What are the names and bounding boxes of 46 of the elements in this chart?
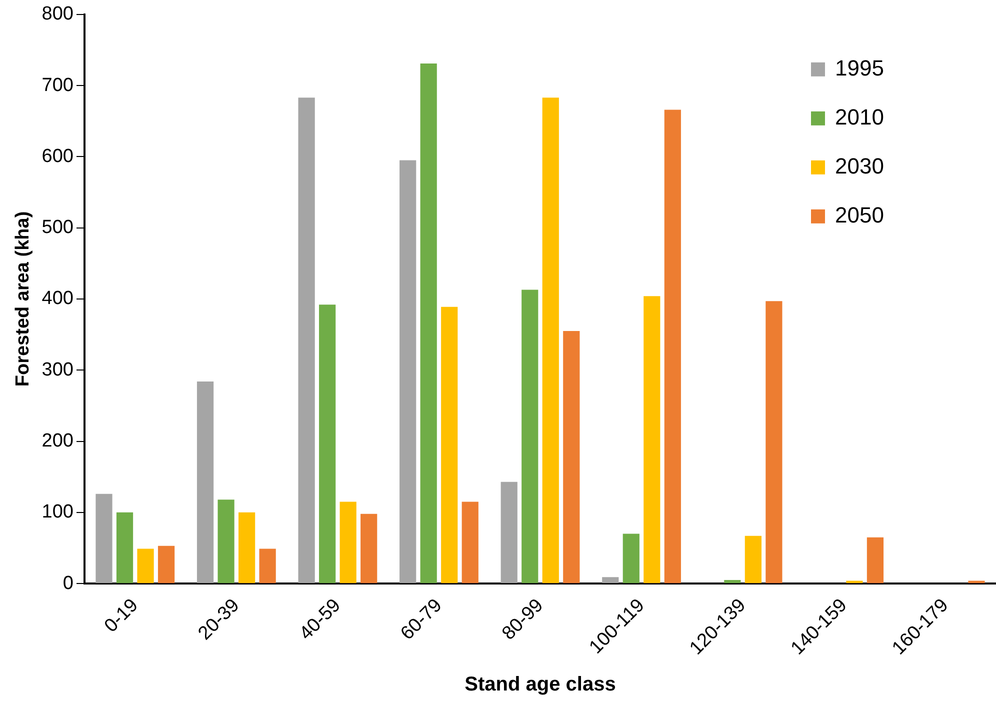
y-tick-label: 0 — [62, 572, 74, 594]
bar — [500, 482, 518, 584]
bar — [724, 580, 741, 584]
legend-label: 2050 — [835, 202, 884, 228]
x-axis-title: Stand age class — [464, 674, 616, 696]
bar — [522, 290, 538, 584]
bar — [866, 537, 884, 584]
bar — [360, 514, 378, 584]
y-tick-label: 100 — [42, 502, 74, 523]
bar — [238, 512, 256, 584]
bar — [542, 98, 559, 584]
y-tick-label: 700 — [42, 74, 74, 96]
bar — [622, 534, 640, 584]
bar — [563, 331, 580, 584]
y-tick-label: 600 — [42, 146, 74, 167]
y-tick-label: 400 — [42, 288, 74, 310]
bar — [766, 301, 782, 584]
bar — [340, 502, 356, 584]
bar — [462, 502, 478, 584]
bar — [319, 304, 336, 584]
bar — [664, 110, 681, 584]
y-tick-label: 500 — [42, 217, 74, 238]
bar — [846, 580, 863, 584]
bar — [218, 500, 234, 584]
bar — [137, 548, 154, 584]
bar — [298, 98, 315, 584]
bar — [158, 546, 175, 584]
bar — [744, 536, 762, 584]
bar — [420, 63, 437, 584]
bar — [441, 306, 458, 584]
legend-label: 2030 — [835, 153, 884, 178]
legend-label: 2010 — [835, 104, 884, 130]
bar — [196, 382, 214, 584]
bar — [400, 160, 416, 584]
y-axis-title: Forested area (kha) — [12, 211, 34, 387]
x-tick-label: 0-19 — [100, 595, 142, 637]
y-tick-label: 800 — [42, 4, 74, 25]
bar — [602, 577, 619, 584]
bar — [259, 548, 276, 584]
bar — [968, 580, 985, 584]
bar — [96, 494, 112, 584]
legend-label: 1995 — [835, 55, 884, 80]
bar — [644, 296, 660, 584]
y-tick-label: 200 — [42, 430, 74, 452]
y-tick-label: 300 — [42, 359, 74, 380]
bar — [116, 512, 134, 584]
